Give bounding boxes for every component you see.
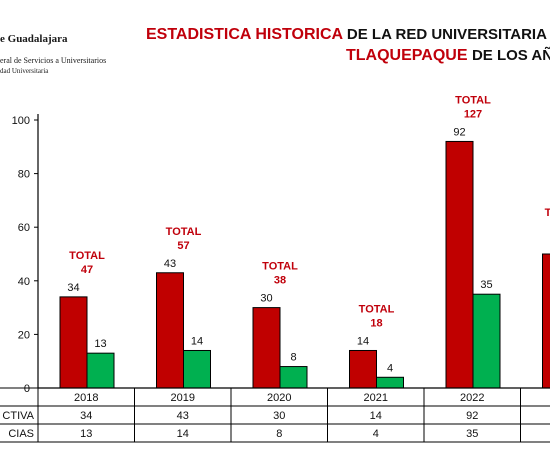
- data-label-b-4: 35: [480, 279, 492, 291]
- table-cell-0-3: 14: [370, 410, 382, 422]
- y-tick-label-3: 60: [18, 222, 30, 234]
- data-label-a-4: 92: [453, 126, 465, 138]
- bar-a-1: [156, 272, 184, 389]
- bar-b-2: [279, 366, 308, 389]
- table-row-label-0: CTIVA: [2, 410, 34, 422]
- data-label-b-3: 4: [387, 362, 393, 374]
- y-tick-label-2: 40: [18, 276, 30, 288]
- total-title-4: TOTAL: [455, 94, 491, 106]
- data-label-b-1: 14: [191, 335, 203, 347]
- bar-a-0: [59, 296, 88, 389]
- table-cell-1-2: 8: [276, 428, 282, 440]
- data-label-b-0: 13: [94, 338, 106, 350]
- title-red-2: TLAQUEPAQUE: [346, 47, 468, 64]
- data-label-a-0: 34: [67, 282, 79, 294]
- total-title-3: TOTAL: [359, 303, 395, 315]
- table-cell-1-4: 35: [466, 428, 478, 440]
- total-title-1: TOTAL: [166, 226, 202, 238]
- org-name: e Guadalajara: [0, 33, 68, 45]
- table-cell-0-2: 30: [273, 410, 285, 422]
- y-tick-label-4: 80: [18, 169, 30, 181]
- x-tick-label-1: 2019: [171, 392, 195, 404]
- org-subtitle-2: dad Universitaria: [0, 67, 49, 75]
- data-label-b-2: 8: [290, 352, 296, 364]
- total-title-2: TOTAL: [262, 261, 298, 273]
- y-tick-label-0: 0: [24, 383, 30, 395]
- bar-a-2: [252, 307, 281, 389]
- data-label-a-2: 30: [260, 293, 272, 305]
- table-cell-0-1: 43: [177, 410, 189, 422]
- org-subtitle-1: eral de Servicios a Universitarios: [0, 56, 107, 65]
- title-black-1: DE LA RED UNIVERSITARIA EN: [346, 26, 550, 43]
- x-tick-label-2: 2020: [267, 392, 291, 404]
- table-cell-1-1: 14: [177, 428, 189, 440]
- bar-a-5: [542, 253, 550, 389]
- bar-b-0: [86, 352, 115, 389]
- bar-a-4: [445, 140, 474, 389]
- title-black-2: DE LOS AÑ: [471, 47, 550, 64]
- data-label-a-3: 14: [357, 335, 369, 347]
- total-value-4: 127: [464, 108, 482, 120]
- bar-b-4: [472, 293, 501, 389]
- table-cell-0-0: 34: [80, 410, 92, 422]
- total-value-3: 18: [370, 317, 382, 329]
- x-tick-label-3: 2021: [364, 392, 388, 404]
- bar-b-1: [183, 349, 211, 389]
- x-tick-label-4: 2022: [460, 392, 484, 404]
- table-cell-1-0: 13: [80, 428, 92, 440]
- total-value-1: 57: [177, 240, 189, 252]
- page-title-line-1: ESTADISTICA HISTORICA DE LA RED UNIVERSI…: [146, 26, 550, 44]
- table-cell-0-4: 92: [466, 410, 478, 422]
- total-title-5: T: [545, 207, 550, 219]
- table-row-label-1: CIAS: [8, 428, 34, 440]
- title-red-1: ESTADISTICA HISTORICA: [146, 26, 343, 43]
- total-value-0: 47: [81, 264, 93, 276]
- table-cell-1-3: 4: [373, 428, 379, 440]
- total-value-2: 38: [274, 275, 286, 287]
- page-title-line-2: TLAQUEPAQUE DE LOS AÑ: [346, 47, 550, 65]
- x-tick-label-0: 2018: [74, 392, 98, 404]
- data-label-a-1: 43: [164, 258, 176, 270]
- y-tick-label-1: 20: [18, 329, 30, 341]
- bar-a-3: [349, 349, 377, 389]
- y-tick-label-5: 100: [12, 115, 30, 127]
- total-title-0: TOTAL: [69, 250, 105, 262]
- bar-b-3: [376, 376, 404, 389]
